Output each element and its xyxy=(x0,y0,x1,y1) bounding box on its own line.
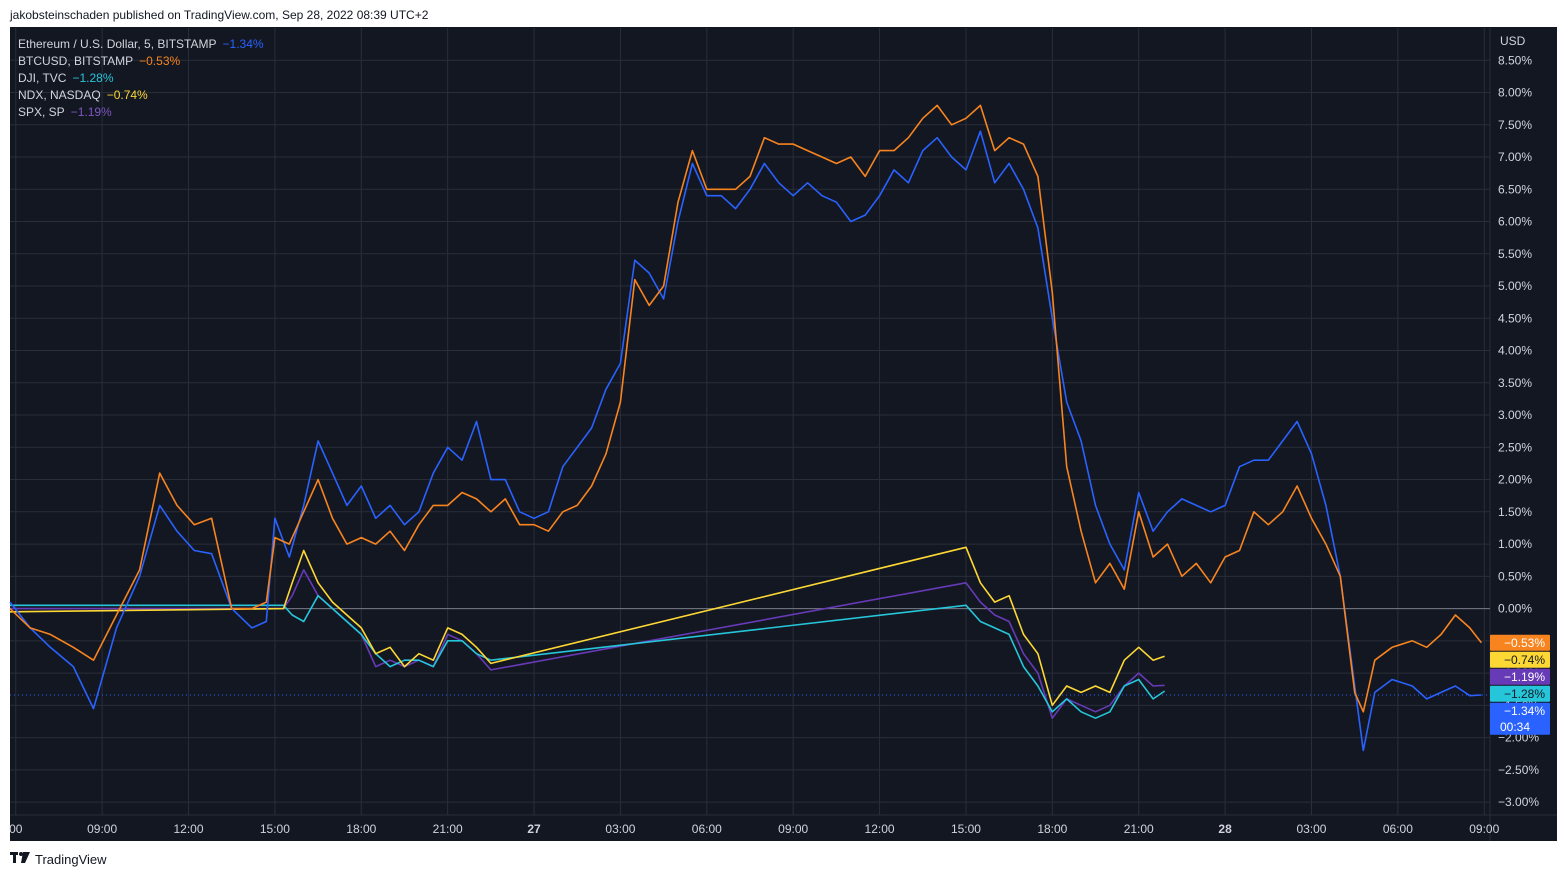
footer-brand[interactable]: TradingView xyxy=(35,852,107,867)
legend-change: −1.19% xyxy=(70,105,112,119)
legend-item-ndx[interactable]: NDX, NASDAQ −0.74% xyxy=(18,87,264,104)
x-tick-label: 12:00 xyxy=(865,822,895,836)
x-tick-label: 06:00 xyxy=(1383,822,1413,836)
x-tick-label: 15:00 xyxy=(951,822,981,836)
y-tick-label: 4.50% xyxy=(1498,311,1532,325)
last-value-badge xyxy=(1490,634,1550,651)
y-tick-label: 8.00% xyxy=(1498,86,1532,100)
x-tick-label: 28 xyxy=(1218,822,1232,836)
y-tick-label: 3.50% xyxy=(1498,376,1532,390)
x-tick-label: 21:00 xyxy=(433,822,463,836)
last-value-badge xyxy=(1490,651,1550,668)
series-line xyxy=(9,130,1482,752)
y-tick-label: 2.00% xyxy=(1498,473,1532,487)
last-value-badge xyxy=(1490,668,1550,685)
legend-change: −0.53% xyxy=(139,54,181,68)
series-line xyxy=(10,594,1166,719)
x-tick-label: 12:00 xyxy=(174,822,204,836)
y-tick-label: 3.00% xyxy=(1498,408,1532,422)
last-value-badge xyxy=(1490,685,1550,702)
x-tick-label: 18:00 xyxy=(1037,822,1067,836)
last-value-label: −1.28% xyxy=(1504,687,1545,701)
x-tick-label: 06:00 xyxy=(692,822,722,836)
countdown-label: 00:34 xyxy=(1500,720,1530,734)
y-tick-label: 7.00% xyxy=(1498,150,1532,164)
y-tick-label: 1.50% xyxy=(1498,505,1532,519)
last-value-label: −0.53% xyxy=(1504,636,1545,650)
y-tick-label: 4.00% xyxy=(1498,344,1532,358)
legend-name: Ethereum / U.S. Dollar, 5, BITSTAMP xyxy=(18,37,217,51)
legend-item-dji[interactable]: DJI, TVC −1.28% xyxy=(18,70,264,87)
y-tick-label: 5.00% xyxy=(1498,279,1532,293)
footer: TradingView xyxy=(10,852,107,867)
last-value-badge xyxy=(1490,702,1550,735)
legend-name: SPX, SP xyxy=(18,105,65,119)
series-line xyxy=(9,546,1165,707)
legend-change: −0.74% xyxy=(106,88,148,102)
legend-item-spx[interactable]: SPX, SP −1.19% xyxy=(18,104,264,121)
last-value-label: −1.34% xyxy=(1504,704,1545,718)
currency-label: USD xyxy=(1500,34,1526,48)
legend-item-btc[interactable]: BTCUSD, BITSTAMP −0.53% xyxy=(18,53,264,70)
y-tick-label: 5.50% xyxy=(1498,247,1532,261)
x-tick-label: 09:00 xyxy=(778,822,808,836)
x-tick-label: 03:00 xyxy=(605,822,635,836)
tradingview-logo-icon[interactable] xyxy=(10,852,30,867)
x-tick-label: 03:00 xyxy=(1296,822,1326,836)
y-tick-label: −2.50% xyxy=(1498,763,1539,777)
last-value-label: −1.19% xyxy=(1504,670,1545,684)
x-tick-label: 09:00 xyxy=(1469,822,1499,836)
y-tick-label: 0.50% xyxy=(1498,569,1532,583)
x-tick-label: 15:00 xyxy=(260,822,290,836)
x-tick-label: 18:00 xyxy=(346,822,376,836)
legend-name: BTCUSD, BITSTAMP xyxy=(18,54,134,68)
y-tick-label: −3.00% xyxy=(1498,795,1539,809)
series-line xyxy=(9,104,1483,713)
x-tick-label: 27 xyxy=(527,822,541,836)
x-tick-label: 09:00 xyxy=(87,822,117,836)
legend-change: −1.28% xyxy=(72,71,114,85)
legend-name: NDX, NASDAQ xyxy=(18,88,101,102)
x-tick-label: 00 xyxy=(9,822,23,836)
y-tick-label: 6.50% xyxy=(1498,182,1532,196)
y-tick-label: 7.50% xyxy=(1498,118,1532,132)
series-line xyxy=(10,569,1165,719)
y-tick-label: 2.50% xyxy=(1498,440,1532,454)
y-tick-label: 6.00% xyxy=(1498,215,1532,229)
x-tick-label: 21:00 xyxy=(1124,822,1154,836)
legend-name: DJI, TVC xyxy=(18,71,67,85)
y-tick-label: 0.00% xyxy=(1498,602,1532,616)
publish-info: jakobsteinschaden published on TradingVi… xyxy=(10,8,429,22)
legend: Ethereum / U.S. Dollar, 5, BITSTAMP −1.34… xyxy=(18,36,264,121)
legend-item-eth[interactable]: Ethereum / U.S. Dollar, 5, BITSTAMP −1.34… xyxy=(18,36,264,53)
last-value-label: −0.74% xyxy=(1504,653,1545,667)
y-tick-label: 8.50% xyxy=(1498,53,1532,67)
y-tick-label: 1.00% xyxy=(1498,537,1532,551)
legend-change: −1.34% xyxy=(222,37,264,51)
